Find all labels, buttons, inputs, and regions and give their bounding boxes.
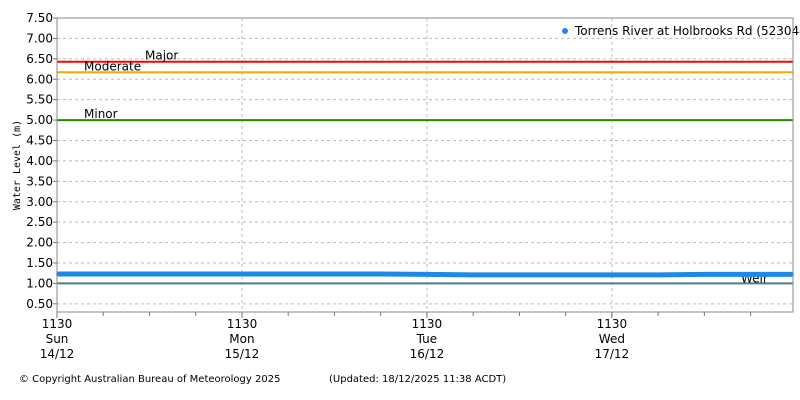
- y-tick-label: 1.50: [26, 256, 53, 270]
- x-tick-day: Tue: [416, 332, 438, 346]
- data-point: [148, 273, 151, 276]
- x-tick-day: Sun: [46, 332, 69, 346]
- water-level-chart: 0.50 1.00 1.50 2.00 2.50 3.00 3.50 4.00 4.50 5.00…: [12, 11, 800, 361]
- x-tick-time: 1130: [227, 317, 258, 331]
- copyright-text: © Copyright Australian Bureau of Meteoro…: [19, 374, 281, 385]
- y-tick-label: 1.00: [26, 276, 53, 290]
- x-tick-day: Mon: [229, 332, 254, 346]
- data-point: [703, 273, 706, 276]
- y-tick-label: 0.50: [26, 297, 53, 311]
- threshold-label-major: Major: [145, 49, 178, 63]
- y-tick-label: 6.50: [26, 52, 53, 66]
- data-point: [657, 273, 660, 276]
- y-tick-label: 6.00: [26, 72, 53, 86]
- data-point: [287, 273, 290, 276]
- legend-label: Torrens River at Holbrooks Rd (523044): [574, 24, 800, 38]
- x-tick-time: 1130: [412, 317, 443, 331]
- y-tick-label: 7.50: [26, 11, 53, 25]
- threshold-label-minor: Minor: [84, 107, 118, 121]
- y-axis-label: Water Level (m): [12, 120, 23, 210]
- x-tick-day: Wed: [599, 332, 625, 346]
- data-point: [194, 273, 197, 276]
- data-point: [564, 273, 567, 276]
- data-point: [749, 273, 752, 276]
- x-tick-date: 17/12: [595, 347, 630, 361]
- data-point: [518, 273, 521, 276]
- y-tick-label: 3.00: [26, 195, 53, 209]
- x-tick-date: 16/12: [410, 347, 445, 361]
- threshold-label-moderate: Moderate: [84, 59, 141, 73]
- data-point: [425, 273, 428, 276]
- plot-frame: [56, 17, 794, 313]
- data-point: [333, 273, 336, 276]
- data-point: [472, 273, 475, 276]
- y-tick-label: 4.50: [26, 134, 53, 148]
- data-point: [240, 273, 243, 276]
- legend-marker: [562, 28, 568, 34]
- data-point: [610, 273, 613, 276]
- series-line: [57, 271, 793, 278]
- x-tick-date: 15/12: [225, 347, 260, 361]
- updated-text: (Updated: 18/12/2025 11:38 ACDT): [329, 374, 507, 385]
- y-tick-label: 5.50: [26, 93, 53, 107]
- data-point: [102, 273, 105, 276]
- y-tick-label: 4.00: [26, 154, 53, 168]
- y-tick-label: 5.00: [26, 113, 53, 127]
- y-tick-label: 3.50: [26, 174, 53, 188]
- data-point: [379, 273, 382, 276]
- x-tick-time: 1130: [597, 317, 628, 331]
- y-tick-label: 2.50: [26, 215, 53, 229]
- x-tick-date: 14/12: [40, 347, 75, 361]
- y-tick-label: 2.00: [26, 236, 53, 250]
- y-tick-label: 7.00: [26, 31, 53, 45]
- x-tick-time: 1130: [42, 317, 73, 331]
